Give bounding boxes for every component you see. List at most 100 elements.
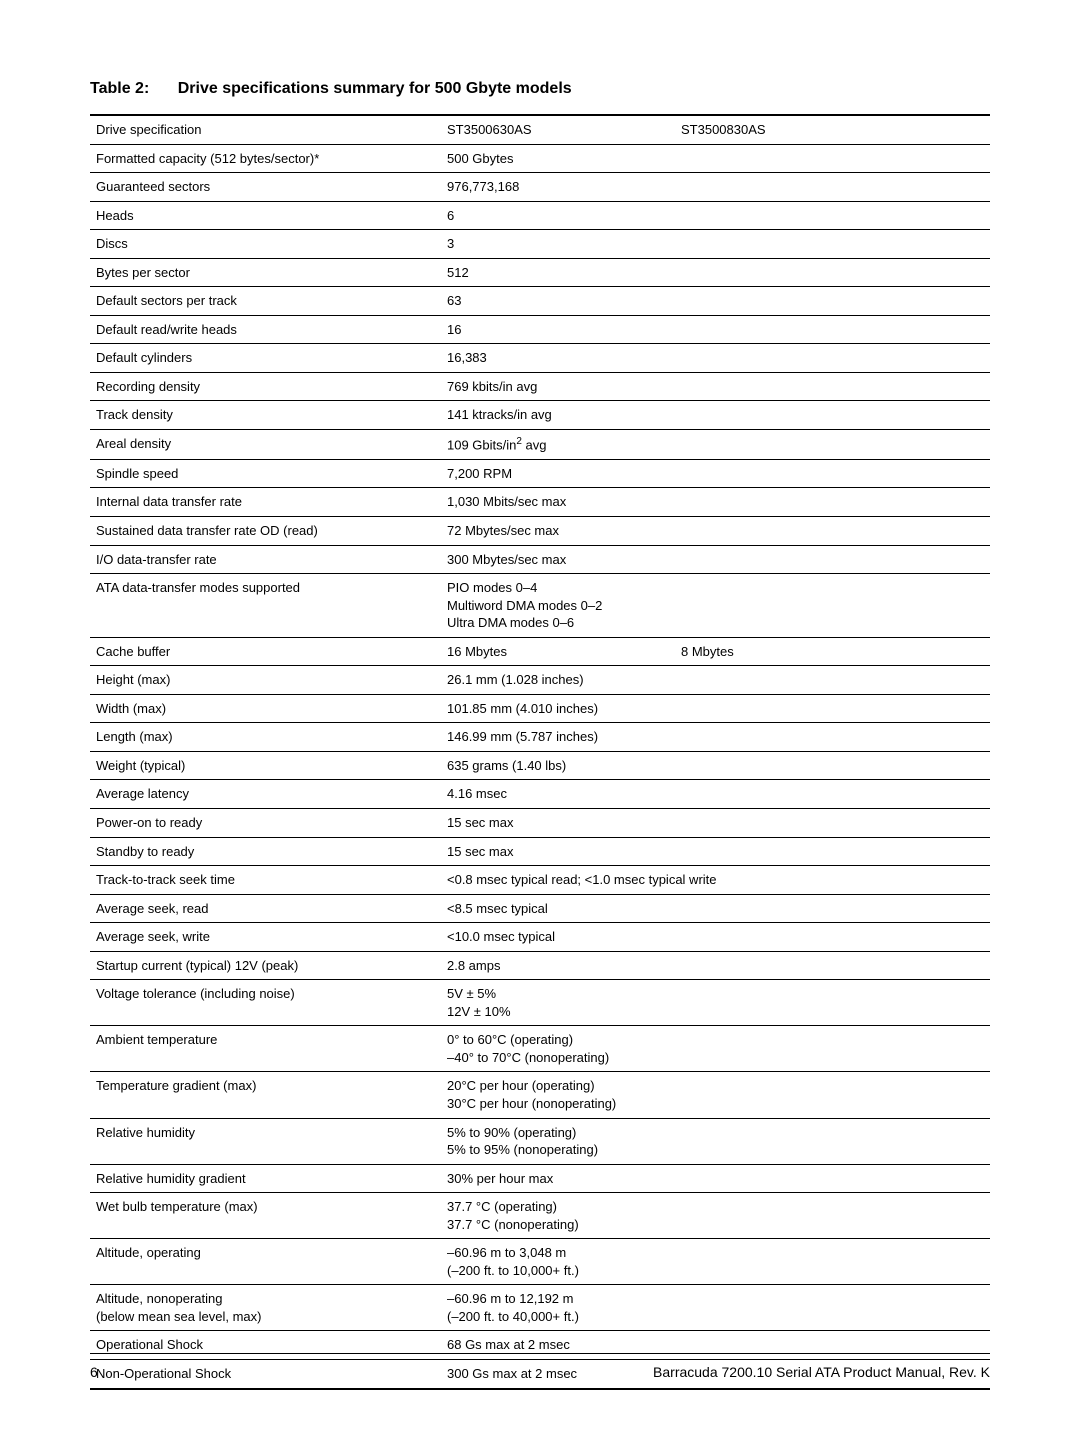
spec-value: 26.1 mm (1.028 inches) xyxy=(441,666,990,695)
table-row: Average seek, read<8.5 msec typical xyxy=(90,894,990,923)
table-row: Startup current (typical) 12V (peak)2.8 … xyxy=(90,951,990,980)
spec-label: Discs xyxy=(90,230,441,259)
spec-value: 2.8 amps xyxy=(441,951,990,980)
spec-label: Relative humidity gradient xyxy=(90,1164,441,1193)
spec-value: –60.96 m to 3,048 m(–200 ft. to 10,000+ … xyxy=(441,1239,990,1285)
table-title: Table 2: Drive specifications summary fo… xyxy=(90,80,990,98)
spec-value: 146.99 mm (5.787 inches) xyxy=(441,723,990,752)
spec-label: Cache buffer xyxy=(90,637,441,666)
spec-value: 6 xyxy=(441,201,990,230)
spec-label: I/O data-transfer rate xyxy=(90,545,441,574)
spec-label: Temperature gradient (max) xyxy=(90,1072,441,1118)
table-row: Track density141 ktracks/in avg xyxy=(90,401,990,430)
spec-label: Average seek, write xyxy=(90,923,441,952)
spec-value: 141 ktracks/in avg xyxy=(441,401,990,430)
spec-value: 20°C per hour (operating)30°C per hour (… xyxy=(441,1072,990,1118)
header-spec: Drive specification xyxy=(90,115,441,144)
spec-label: Track density xyxy=(90,401,441,430)
table-row: Average seek, write<10.0 msec typical xyxy=(90,923,990,952)
spec-value: 7,200 RPM xyxy=(441,459,990,488)
table-row: Discs3 xyxy=(90,230,990,259)
table-row: Average latency4.16 msec xyxy=(90,780,990,809)
spec-value-2: 8 Mbytes xyxy=(675,637,990,666)
table-row: Track-to-track seek time<0.8 msec typica… xyxy=(90,866,990,895)
spec-value: 976,773,168 xyxy=(441,173,990,202)
table-row: Width (max)101.85 mm (4.010 inches) xyxy=(90,694,990,723)
spec-value: 512 xyxy=(441,258,990,287)
table-row: Voltage tolerance (including noise)5V ± … xyxy=(90,980,990,1026)
page-number: 6 xyxy=(90,1364,98,1380)
table-row: ATA data-transfer modes supportedPIO mod… xyxy=(90,574,990,638)
table-row: Standby to ready15 sec max xyxy=(90,837,990,866)
table-row: Formatted capacity (512 bytes/sector)*50… xyxy=(90,144,990,173)
spec-value: 72 Mbytes/sec max xyxy=(441,516,990,545)
spec-label: Altitude, operating xyxy=(90,1239,441,1285)
spec-label: Sustained data transfer rate OD (read) xyxy=(90,516,441,545)
spec-label: Voltage tolerance (including noise) xyxy=(90,980,441,1026)
spec-label: Startup current (typical) 12V (peak) xyxy=(90,951,441,980)
spec-value: 30% per hour max xyxy=(441,1164,990,1193)
table-row: Altitude, operating–60.96 m to 3,048 m(–… xyxy=(90,1239,990,1285)
spec-label: Default read/write heads xyxy=(90,315,441,344)
spec-value: 15 sec max xyxy=(441,837,990,866)
spec-label: Default sectors per track xyxy=(90,287,441,316)
spec-value: 635 grams (1.40 lbs) xyxy=(441,751,990,780)
table-row: Sustained data transfer rate OD (read)72… xyxy=(90,516,990,545)
header-model1: ST3500630AS xyxy=(441,115,675,144)
header-model2: ST3500830AS xyxy=(675,115,990,144)
table-row: Altitude, nonoperating(below mean sea le… xyxy=(90,1285,990,1331)
spec-label: Ambient temperature xyxy=(90,1026,441,1072)
spec-label: Length (max) xyxy=(90,723,441,752)
spec-value: 5V ± 5%12V ± 10% xyxy=(441,980,990,1026)
spec-label: Heads xyxy=(90,201,441,230)
spec-label: Relative humidity xyxy=(90,1118,441,1164)
spec-label: Default cylinders xyxy=(90,344,441,373)
table-row: Default cylinders16,383 xyxy=(90,344,990,373)
table-row: Spindle speed7,200 RPM xyxy=(90,459,990,488)
spec-label: Standby to ready xyxy=(90,837,441,866)
table-row: Relative humidity5% to 90% (operating)5%… xyxy=(90,1118,990,1164)
spec-value-1: 16 Mbytes xyxy=(441,637,675,666)
page: Table 2: Drive specifications summary fo… xyxy=(0,0,1080,1430)
spec-label: ATA data-transfer modes supported xyxy=(90,574,441,638)
table-row: Relative humidity gradient30% per hour m… xyxy=(90,1164,990,1193)
table-row: Height (max)26.1 mm (1.028 inches) xyxy=(90,666,990,695)
table-header-row: Drive specification ST3500630AS ST350083… xyxy=(90,115,990,144)
table-row: Power-on to ready15 sec max xyxy=(90,809,990,838)
spec-label: Weight (typical) xyxy=(90,751,441,780)
spec-label: Recording density xyxy=(90,372,441,401)
spec-value: 300 Mbytes/sec max xyxy=(441,545,990,574)
spec-value: 500 Gbytes xyxy=(441,144,990,173)
table-row: Guaranteed sectors976,773,168 xyxy=(90,173,990,202)
table-row: Ambient temperature0° to 60°C (operating… xyxy=(90,1026,990,1072)
table-row: Default sectors per track63 xyxy=(90,287,990,316)
table-row: Areal density109 Gbits/in2 avg xyxy=(90,430,990,460)
spec-label: Altitude, nonoperating(below mean sea le… xyxy=(90,1285,441,1331)
spec-value: 5% to 90% (operating)5% to 95% (nonopera… xyxy=(441,1118,990,1164)
table-row: Wet bulb temperature (max)37.7 °C (opera… xyxy=(90,1193,990,1239)
table-row: I/O data-transfer rate300 Mbytes/sec max xyxy=(90,545,990,574)
table-row: Length (max)146.99 mm (5.787 inches) xyxy=(90,723,990,752)
spec-value: 15 sec max xyxy=(441,809,990,838)
spec-value: 4.16 msec xyxy=(441,780,990,809)
spec-label: Areal density xyxy=(90,430,441,460)
table-row: Cache buffer16 Mbytes8 Mbytes xyxy=(90,637,990,666)
spec-value: 769 kbits/in avg xyxy=(441,372,990,401)
spec-label: Bytes per sector xyxy=(90,258,441,287)
spec-value: 16 xyxy=(441,315,990,344)
spec-value: 101.85 mm (4.010 inches) xyxy=(441,694,990,723)
spec-value: PIO modes 0–4Multiword DMA modes 0–2Ultr… xyxy=(441,574,990,638)
table-row: Temperature gradient (max)20°C per hour … xyxy=(90,1072,990,1118)
table-row: Internal data transfer rate1,030 Mbits/s… xyxy=(90,488,990,517)
spec-label: Average latency xyxy=(90,780,441,809)
spec-label: Width (max) xyxy=(90,694,441,723)
spec-table: Drive specification ST3500630AS ST350083… xyxy=(90,114,990,1390)
table-row: Heads6 xyxy=(90,201,990,230)
footer-text: Barracuda 7200.10 Serial ATA Product Man… xyxy=(653,1364,990,1380)
spec-label: Internal data transfer rate xyxy=(90,488,441,517)
spec-label: Guaranteed sectors xyxy=(90,173,441,202)
spec-label: Average seek, read xyxy=(90,894,441,923)
spec-value: 0° to 60°C (operating)–40° to 70°C (nono… xyxy=(441,1026,990,1072)
spec-value: –60.96 m to 12,192 m(–200 ft. to 40,000+… xyxy=(441,1285,990,1331)
spec-label: Power-on to ready xyxy=(90,809,441,838)
